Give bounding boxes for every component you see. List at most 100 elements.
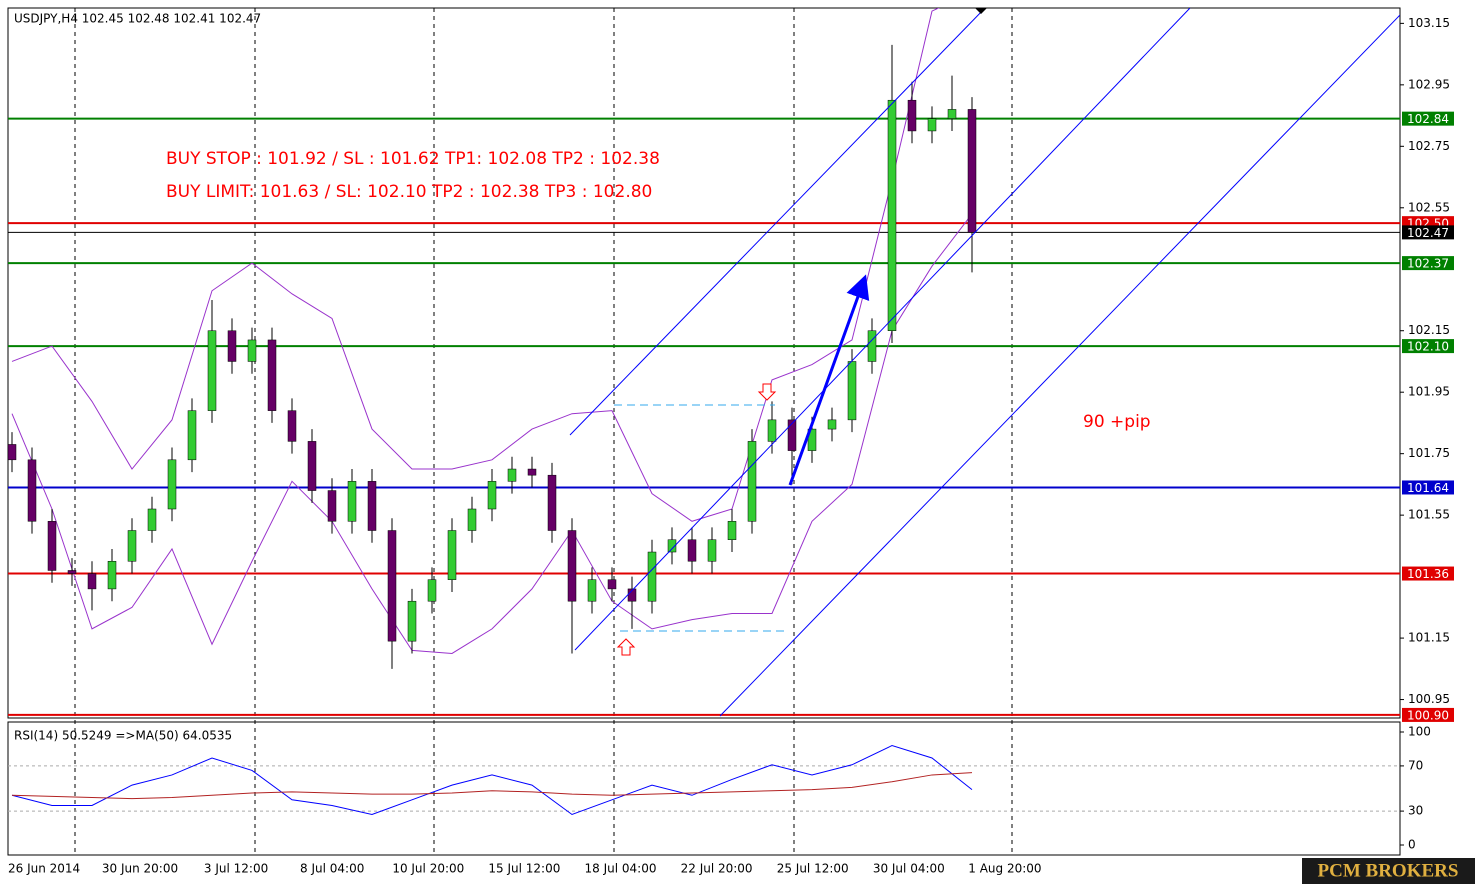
level-label-bg bbox=[1402, 339, 1454, 354]
candle-body bbox=[807, 428, 817, 451]
candle-body bbox=[227, 330, 237, 362]
x-tick-label: 18 Jul 04:00 bbox=[585, 862, 657, 876]
rsi-tick-label: 30 bbox=[1408, 804, 1423, 818]
candle-body bbox=[727, 521, 737, 540]
x-tick-label: 26 Jun 2014 bbox=[8, 862, 80, 876]
level-label-bg bbox=[1402, 707, 1454, 722]
candle-body bbox=[47, 521, 57, 571]
rsi-line bbox=[11, 772, 973, 800]
y-tick-label: 103.15 bbox=[1408, 16, 1450, 30]
y-tick-label: 101.15 bbox=[1408, 631, 1450, 645]
rsi-line bbox=[11, 745, 973, 816]
rsi-tick-label: 70 bbox=[1408, 758, 1423, 772]
candle-body bbox=[647, 551, 657, 602]
candle-body bbox=[947, 109, 957, 119]
candle-body bbox=[567, 530, 577, 602]
level-label-bg bbox=[1402, 480, 1454, 495]
candle-body bbox=[687, 539, 697, 562]
candle-body bbox=[287, 410, 297, 442]
x-tick-label: 22 Jul 20:00 bbox=[681, 862, 753, 876]
band-upper bbox=[11, 8, 940, 522]
separators bbox=[74, 8, 1013, 855]
candle-body bbox=[887, 99, 897, 331]
main-plot bbox=[8, 8, 1400, 716]
candle-body bbox=[927, 118, 937, 132]
candle-body bbox=[8, 444, 17, 461]
candle-body bbox=[827, 419, 837, 430]
candle-body bbox=[467, 508, 477, 531]
level-label: 101.36 bbox=[1407, 567, 1449, 581]
level-label: 102.84 bbox=[1407, 112, 1449, 126]
y-tick-label: 102.95 bbox=[1408, 77, 1450, 91]
candle-body bbox=[247, 339, 257, 362]
candle-body bbox=[507, 468, 517, 482]
annotation: BUY LIMIT: 101.63 / SL: 102.10 TP2 : 102… bbox=[166, 182, 652, 202]
x-tick-label: 1 Aug 20:00 bbox=[968, 862, 1041, 876]
candle-body bbox=[107, 560, 117, 590]
x-tick-label: 3 Jul 12:00 bbox=[204, 862, 268, 876]
candle-body bbox=[187, 410, 197, 461]
annotation: 90 +pip bbox=[1083, 412, 1151, 432]
y-tick-label: 101.95 bbox=[1408, 385, 1450, 399]
candle-body bbox=[487, 481, 497, 510]
annotation: BUY STOP : 101.92 / SL : 101.62 TP1: 102… bbox=[166, 149, 660, 169]
drawings bbox=[569, 8, 1400, 717]
candle-body bbox=[67, 570, 77, 574]
candle-body bbox=[347, 481, 357, 522]
y-tick-label: 100.95 bbox=[1408, 692, 1450, 706]
candle-body bbox=[967, 109, 977, 233]
rsi-tick-label: 0 bbox=[1408, 838, 1416, 852]
y-tick-label: 101.55 bbox=[1408, 508, 1450, 522]
level-label-bg bbox=[1402, 111, 1454, 126]
level-label-bg bbox=[1402, 566, 1454, 581]
y-tick-label: 102.55 bbox=[1408, 200, 1450, 214]
candle-body bbox=[907, 99, 917, 132]
band-lower bbox=[11, 213, 973, 654]
candle-body bbox=[147, 508, 157, 531]
candle-body bbox=[267, 339, 277, 411]
candle-body bbox=[427, 579, 437, 602]
x-tick-label: 8 Jul 04:00 bbox=[300, 862, 364, 876]
level-label: 100.90 bbox=[1407, 708, 1449, 722]
x-tick-label: 30 Jun 20:00 bbox=[102, 862, 178, 876]
x-tick-label: 25 Jul 12:00 bbox=[777, 862, 849, 876]
rsi-title: RSI(14) 50.5249 =>MA(50) 64.0535 bbox=[14, 729, 232, 743]
candle-body bbox=[407, 600, 417, 642]
candle-body bbox=[607, 579, 617, 590]
candle-body bbox=[707, 539, 717, 562]
candle-body bbox=[787, 419, 797, 451]
candle-body bbox=[587, 579, 597, 602]
level-label-bg bbox=[1402, 225, 1454, 240]
y-tick-label: 101.75 bbox=[1408, 446, 1450, 460]
candle-body bbox=[547, 474, 557, 531]
rsi-tick-label: 100 bbox=[1408, 725, 1431, 739]
candle-body bbox=[867, 330, 877, 362]
candle-body bbox=[667, 539, 677, 553]
candle-body bbox=[747, 441, 757, 522]
level-label: 102.10 bbox=[1407, 340, 1449, 354]
logo-bg bbox=[1302, 858, 1475, 884]
level-label: 102.37 bbox=[1407, 257, 1449, 271]
x-tick-label: 10 Jul 20:00 bbox=[392, 862, 464, 876]
level-label-bg bbox=[1402, 256, 1454, 271]
candle-body bbox=[307, 441, 317, 491]
y-tick-label: 102.75 bbox=[1408, 139, 1450, 153]
main-panel bbox=[7, 7, 1401, 719]
candle-body bbox=[767, 419, 777, 442]
candle-body bbox=[167, 459, 177, 510]
candle-body bbox=[527, 468, 537, 476]
candle-body bbox=[327, 490, 337, 522]
rsi-panel bbox=[7, 721, 1401, 856]
candle-body bbox=[27, 459, 37, 522]
x-tick-label: 15 Jul 12:00 bbox=[488, 862, 560, 876]
level-label: 102.47 bbox=[1407, 226, 1449, 240]
y-tick-label: 102.15 bbox=[1408, 323, 1450, 337]
candle-body bbox=[387, 530, 397, 642]
candle-body bbox=[127, 530, 137, 562]
logo: PCM BROKERS bbox=[1318, 860, 1459, 881]
chart-title: USDJPY,H4 102.45 102.48 102.41 102.47 bbox=[14, 12, 261, 26]
x-tick-label: 30 Jul 04:00 bbox=[873, 862, 945, 876]
candle-body bbox=[367, 481, 377, 531]
candle-body bbox=[447, 530, 457, 580]
